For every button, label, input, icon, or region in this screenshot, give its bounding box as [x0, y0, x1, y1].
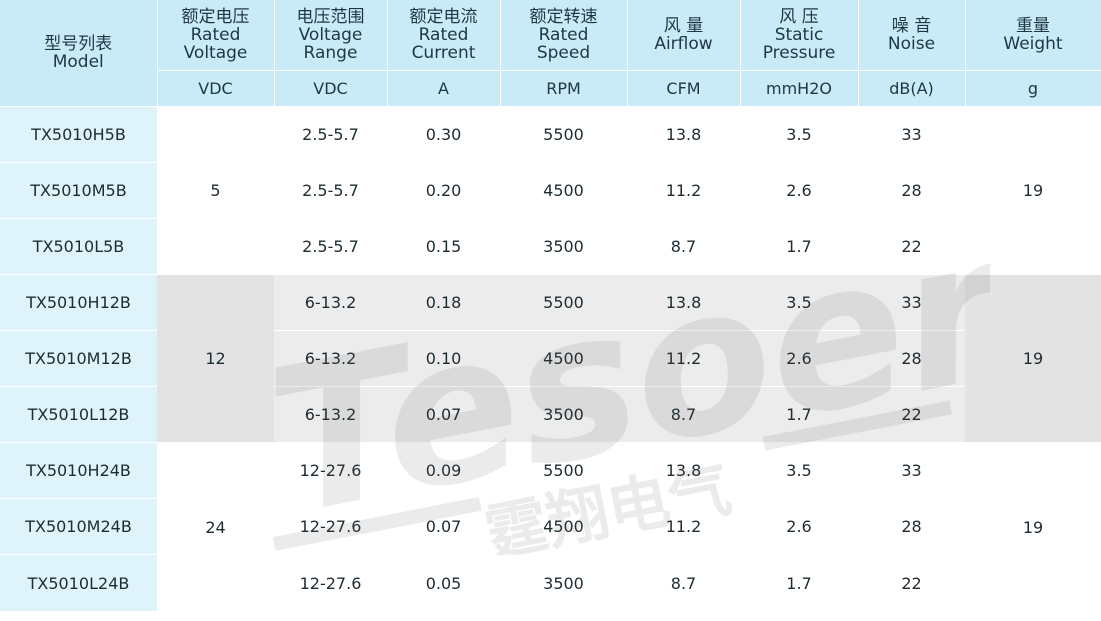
airflow-cell: 11.2: [627, 162, 740, 219]
voltage-range-cell: 2.5-5.7: [274, 106, 387, 163]
table-row: TX5010M24B 12-27.6 0.07 4500 11.2 2.6 28: [0, 498, 1101, 555]
noise-cell: 22: [858, 386, 965, 443]
pressure-cell: 3.5: [740, 274, 858, 331]
weight-cell: 19: [965, 274, 1101, 443]
voltage-range-cell: 2.5-5.7: [274, 218, 387, 275]
pressure-cell: 2.6: [740, 330, 858, 387]
noise-cell: 28: [858, 162, 965, 219]
model-cell: TX5010M12B: [0, 330, 157, 387]
noise-cell: 22: [858, 554, 965, 611]
model-cell: TX5010H24B: [0, 442, 157, 499]
current-cell: 0.15: [387, 218, 500, 275]
rated-voltage-cell: 12: [157, 274, 274, 443]
speed-cell: 5500: [500, 274, 627, 331]
current-cell: 0.20: [387, 162, 500, 219]
unit-range: VDC: [274, 70, 388, 107]
speed-cell: 4500: [500, 330, 627, 387]
model-cell: TX5010L12B: [0, 386, 157, 443]
unit-weight: g: [965, 70, 1101, 107]
units-row: VDC VDC A RPM CFM mmH2O dB(A) g: [0, 70, 1101, 107]
rated-voltage-cell: 24: [157, 442, 274, 611]
header-model: 型号列表 Model: [0, 0, 158, 107]
current-cell: 0.07: [387, 498, 500, 555]
pressure-cell: 1.7: [740, 218, 858, 275]
table-body: TX5010H5B 5 2.5-5.7 0.30 5500 13.8 3.5 33 19 TX50…: [0, 106, 1101, 611]
speed-cell: 5500: [500, 106, 627, 163]
table-row: TX5010L12B 6-13.2 0.07 3500 8.7 1.7 22: [0, 386, 1101, 443]
model-cell: TX5010M24B: [0, 498, 157, 555]
speed-cell: 4500: [500, 162, 627, 219]
noise-cell: 28: [858, 498, 965, 555]
model-cell: TX5010H5B: [0, 106, 157, 163]
header-rated-speed: 额定转速 Rated Speed: [500, 0, 628, 71]
speed-cell: 3500: [500, 218, 627, 275]
noise-cell: 28: [858, 330, 965, 387]
airflow-cell: 8.7: [627, 554, 740, 611]
speed-cell: 3500: [500, 386, 627, 443]
speed-cell: 5500: [500, 442, 627, 499]
airflow-cell: 13.8: [627, 442, 740, 499]
current-cell: 0.30: [387, 106, 500, 163]
header-static-pressure: 风 压 Static Pressure: [740, 0, 859, 71]
table-row: TX5010H5B 5 2.5-5.7 0.30 5500 13.8 3.5 33 19: [0, 106, 1101, 275]
voltage-range-cell: 6-13.2: [274, 386, 387, 443]
unit-noise: dB(A): [858, 70, 966, 107]
header-weight: 重量 Weight: [965, 0, 1101, 71]
unit-current: A: [387, 70, 501, 107]
table-row: TX5010L5B 2.5-5.7 0.15 3500 8.7 1.7 22: [0, 218, 1101, 275]
noise-cell: 22: [858, 218, 965, 275]
voltage-range-cell: 12-27.6: [274, 554, 387, 611]
rated-voltage-cell: 5: [157, 106, 274, 275]
airflow-cell: 11.2: [627, 330, 740, 387]
table-header: 型号列表 Model 额定电压 Rated Voltage 电压范围 Volta…: [0, 0, 1101, 107]
pressure-cell: 3.5: [740, 106, 858, 163]
model-cell: TX5010M5B: [0, 162, 157, 219]
header-voltage-range: 电压范围 Voltage Range: [274, 0, 388, 71]
unit-pressure: mmH2O: [740, 70, 859, 107]
current-cell: 0.09: [387, 442, 500, 499]
current-cell: 0.18: [387, 274, 500, 331]
airflow-cell: 13.8: [627, 106, 740, 163]
airflow-cell: 11.2: [627, 498, 740, 555]
noise-cell: 33: [858, 106, 965, 163]
speed-cell: 3500: [500, 554, 627, 611]
airflow-cell: 13.8: [627, 274, 740, 331]
table-row: TX5010H24B 24 12-27.6 0.09 5500 13.8 3.5 33 19: [0, 442, 1101, 611]
header-rated-current: 额定电流 Rated Current: [387, 0, 501, 71]
pressure-cell: 1.7: [740, 386, 858, 443]
airflow-cell: 8.7: [627, 218, 740, 275]
header-rated-voltage: 额定电压 Rated Voltage: [157, 0, 275, 71]
pressure-cell: 2.6: [740, 498, 858, 555]
table-row: TX5010M5B 2.5-5.7 0.20 4500 11.2 2.6 28: [0, 162, 1101, 219]
table-row: TX5010M12B 6-13.2 0.10 4500 11.2 2.6 28: [0, 330, 1101, 387]
voltage-range-cell: 6-13.2: [274, 274, 387, 331]
voltage-range-cell: 12-27.6: [274, 442, 387, 499]
pressure-cell: 2.6: [740, 162, 858, 219]
model-cell: TX5010H12B: [0, 274, 157, 331]
model-cell: TX5010L24B: [0, 554, 157, 611]
speed-cell: 4500: [500, 498, 627, 555]
unit-voltage: VDC: [157, 70, 275, 107]
current-cell: 0.05: [387, 554, 500, 611]
unit-speed: RPM: [500, 70, 628, 107]
current-cell: 0.07: [387, 386, 500, 443]
noise-cell: 33: [858, 274, 965, 331]
current-cell: 0.10: [387, 330, 500, 387]
pressure-cell: 1.7: [740, 554, 858, 611]
weight-cell: 19: [965, 442, 1101, 611]
airflow-cell: 8.7: [627, 386, 740, 443]
noise-cell: 33: [858, 442, 965, 499]
pressure-cell: 3.5: [740, 442, 858, 499]
weight-cell: 19: [965, 106, 1101, 275]
header-noise: 噪 音 Noise: [858, 0, 966, 71]
table-row: TX5010L24B 12-27.6 0.05 3500 8.7 1.7 22: [0, 554, 1101, 611]
header-airflow: 风 量 Airflow: [627, 0, 741, 71]
table-row: TX5010H12B 12 6-13.2 0.18 5500 13.8 3.5 33 19: [0, 274, 1101, 443]
model-cell: TX5010L5B: [0, 218, 157, 275]
unit-airflow: CFM: [627, 70, 741, 107]
voltage-range-cell: 6-13.2: [274, 330, 387, 387]
voltage-range-cell: 2.5-5.7: [274, 162, 387, 219]
voltage-range-cell: 12-27.6: [274, 498, 387, 555]
